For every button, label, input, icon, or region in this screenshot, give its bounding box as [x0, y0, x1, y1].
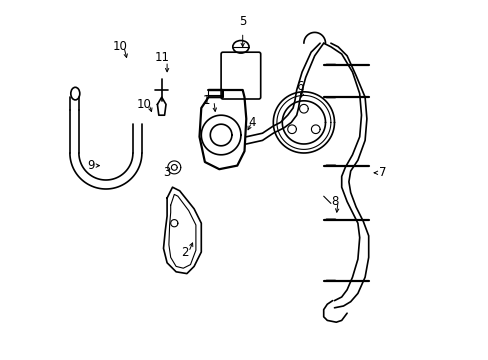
Text: 9: 9	[87, 159, 95, 172]
Text: 4: 4	[247, 116, 255, 129]
Text: 11: 11	[154, 51, 169, 64]
Text: 8: 8	[330, 195, 338, 208]
Text: 7: 7	[379, 166, 386, 179]
Text: 6: 6	[296, 80, 304, 93]
Text: 5: 5	[239, 15, 246, 28]
Text: 2: 2	[181, 246, 188, 258]
Text: 1: 1	[203, 94, 210, 107]
Text: 10: 10	[113, 40, 127, 53]
Text: 10: 10	[136, 98, 151, 111]
Text: 3: 3	[163, 166, 170, 179]
